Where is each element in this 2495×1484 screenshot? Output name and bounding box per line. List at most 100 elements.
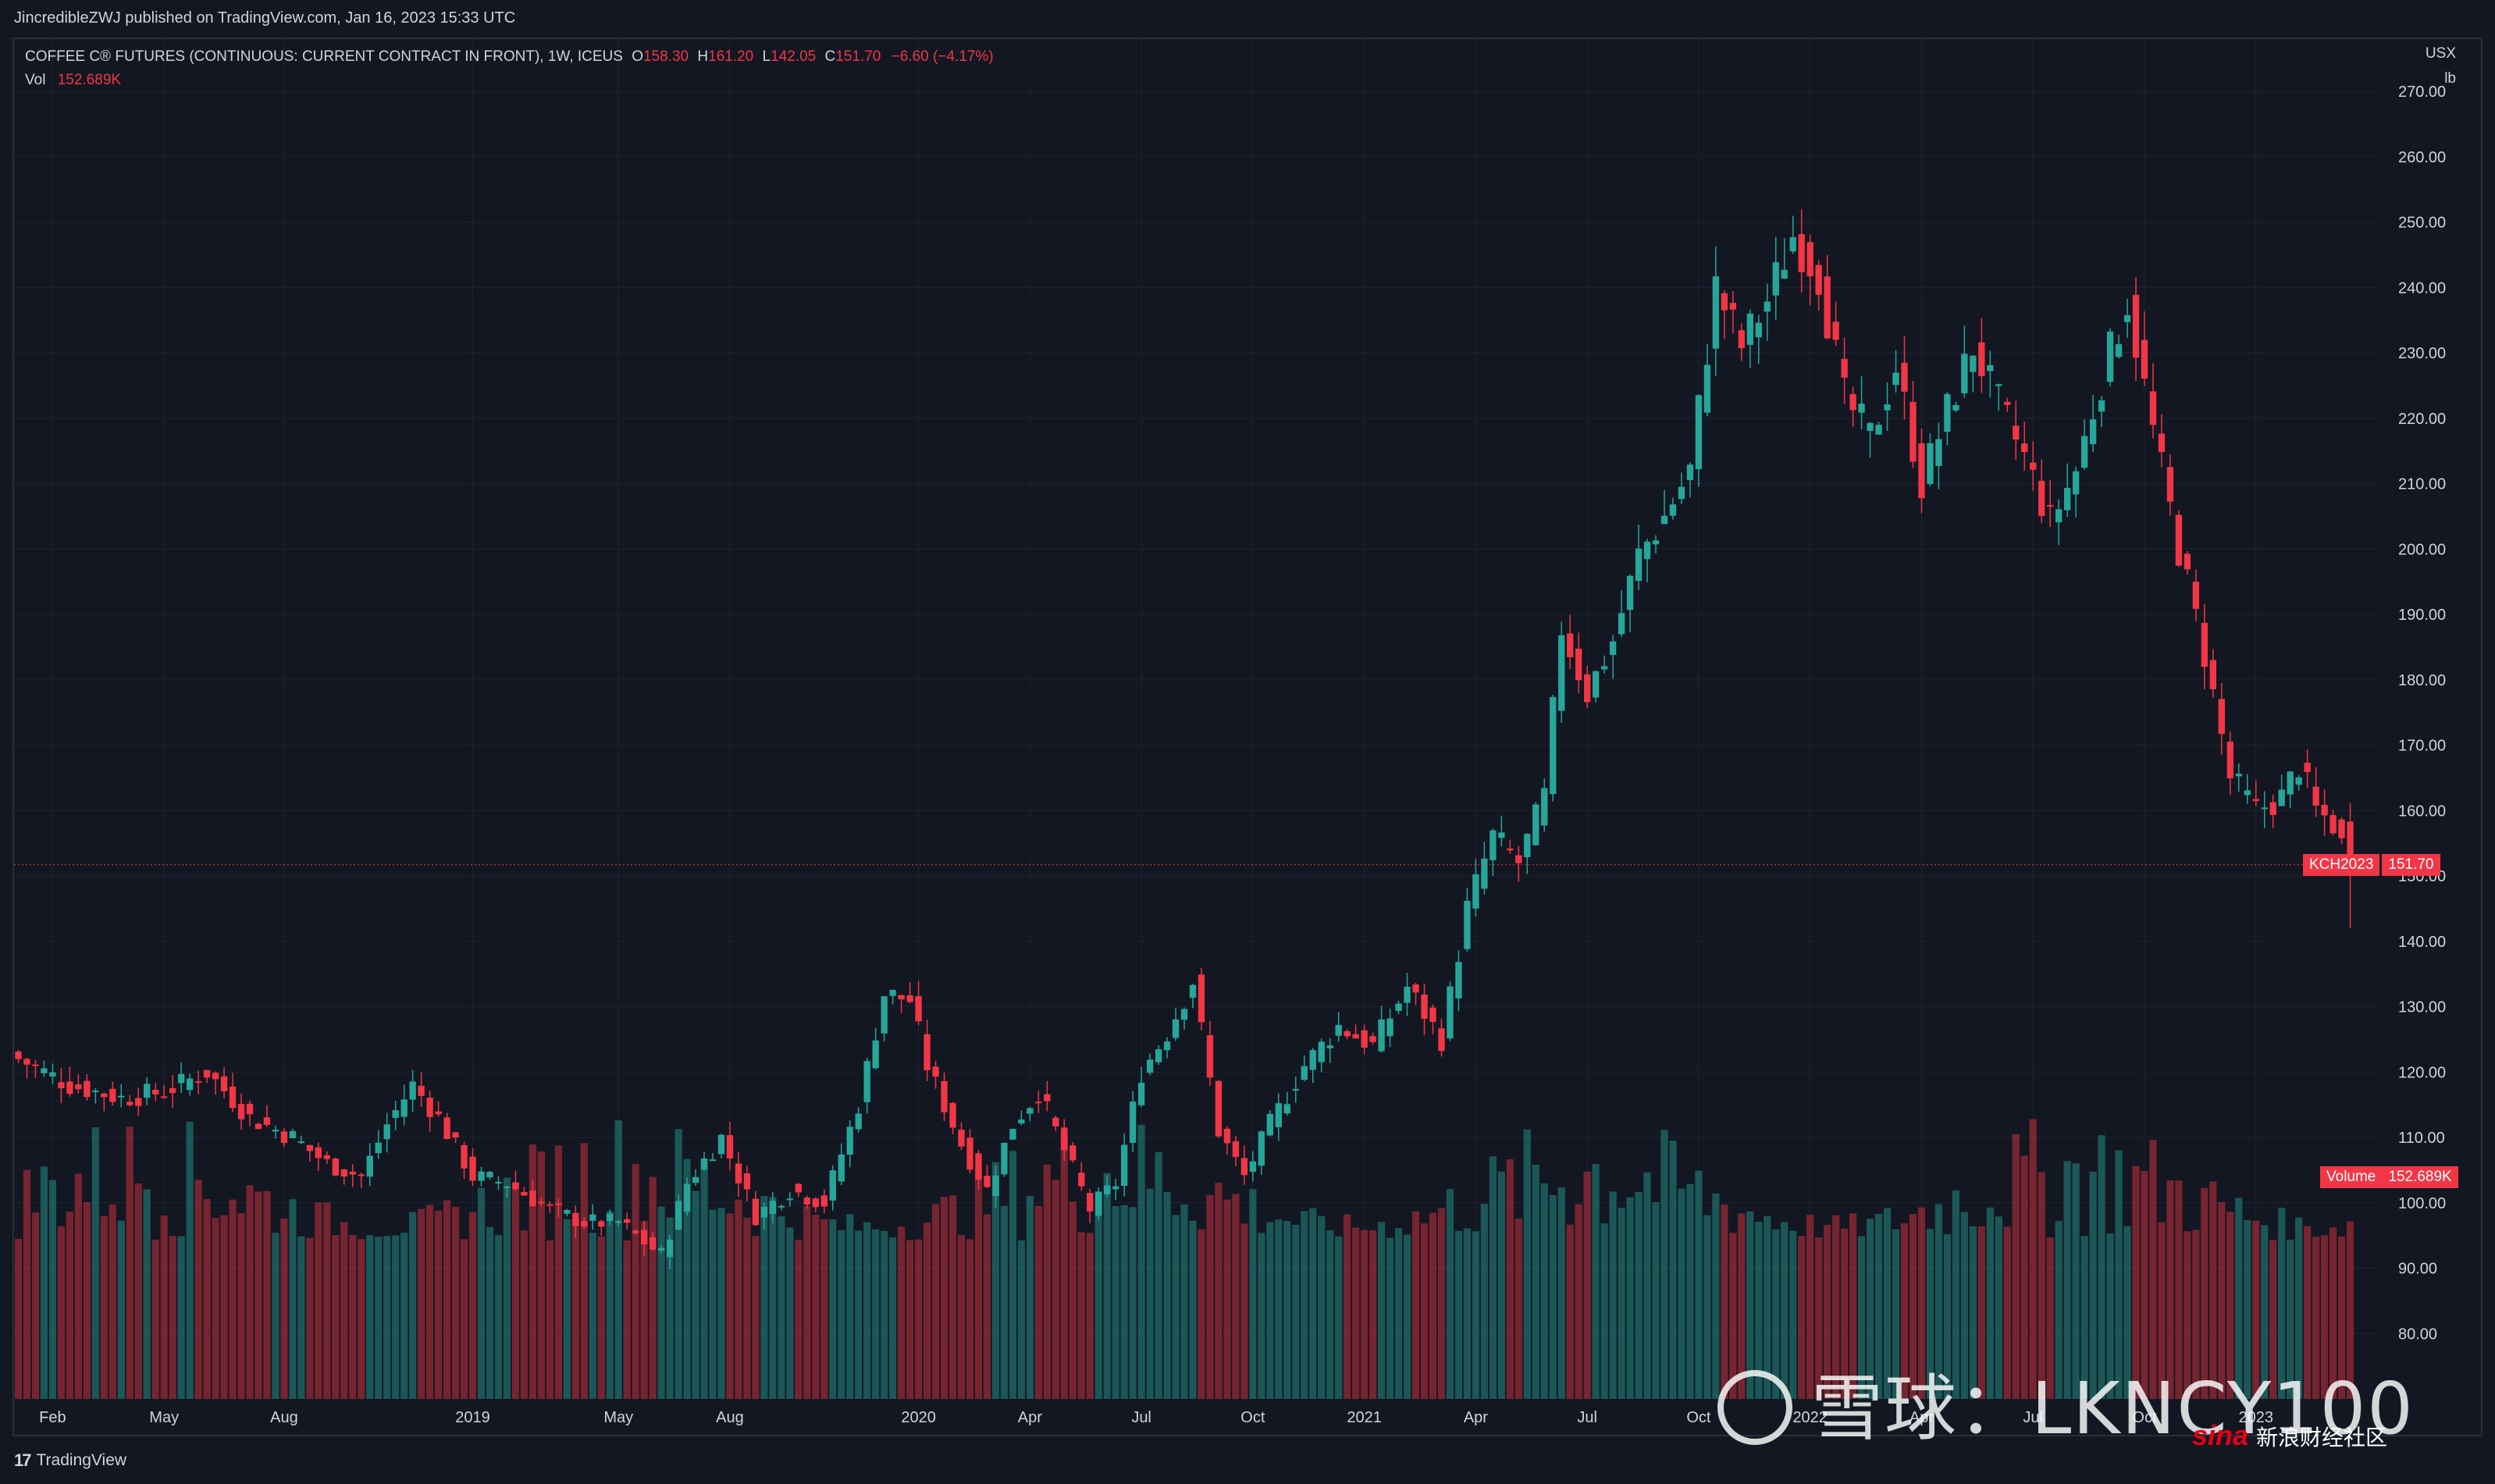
candle-body (829, 1170, 836, 1201)
volume-bar (2020, 1155, 2028, 1399)
volume-bar (1660, 1130, 1668, 1399)
candlestick-chart[interactable]: 80.00 90.00 100.00 110.00 120.00 130.00 140.00… (0, 0, 2495, 1436)
volume-bar (1789, 1230, 1797, 1399)
candle-body (640, 1230, 648, 1244)
volume-bar (1000, 1205, 1009, 1399)
vol-value: 152.689K (57, 72, 122, 88)
candle-body (2021, 443, 2028, 453)
candle-body (726, 1135, 734, 1158)
volume-bar (57, 1226, 66, 1399)
volume-bar (349, 1235, 357, 1399)
volume-bar (306, 1237, 314, 1399)
candle-body (521, 1191, 528, 1196)
candle-body (1163, 1041, 1171, 1051)
candle-body (1386, 1018, 1393, 1037)
volume-bar (229, 1199, 237, 1399)
volume-tag: Volume 152.689K (2320, 1166, 2458, 1188)
candle-body (1455, 962, 1462, 998)
candle-body (1738, 330, 1746, 349)
candle-body (692, 1176, 699, 1183)
candle-body (1609, 641, 1617, 656)
candle-body (1120, 1144, 1128, 1187)
volume-tag-value: 152.689K (2382, 1166, 2458, 1188)
price-tick-label: 210.00 (2398, 476, 2446, 493)
candle-body (2098, 400, 2105, 412)
volume-bar (872, 1229, 880, 1399)
candle-body (1078, 1173, 1085, 1187)
volume-bar (2012, 1133, 2020, 1399)
time-tick-label: 2019 (455, 1409, 490, 1426)
candle-body (683, 1183, 691, 1212)
candle-body (409, 1081, 416, 1100)
candle-body (92, 1090, 99, 1092)
candle-body (1832, 322, 1839, 340)
volume-bar (2320, 1235, 2329, 1399)
candle-body (932, 1066, 939, 1077)
candle-body (2295, 777, 2302, 785)
volume-bar (1892, 1229, 1900, 1399)
volume-bar (451, 1206, 460, 1399)
volume-bar (1755, 1221, 1763, 1399)
last-price-tag: KCH2023 151.70 (2303, 853, 2440, 876)
volume-bar (212, 1218, 219, 1399)
volume-bar (1824, 1225, 1831, 1399)
candle-body (1712, 276, 1720, 349)
volume-bar (1146, 1188, 1154, 1399)
candle-body (84, 1080, 91, 1098)
time-tick-label: Jul (1577, 1409, 1597, 1426)
candle-body (212, 1073, 219, 1080)
volume-bar (1995, 1216, 2002, 1399)
volume-bar (1129, 1207, 1137, 1399)
volume-bar (1386, 1237, 1394, 1399)
candle-body (1421, 994, 1428, 1020)
volume-bar (863, 1222, 871, 1399)
candle-body (1266, 1113, 1274, 1136)
candle-body (1849, 393, 1856, 411)
candle-body (1472, 874, 1479, 909)
volume-bar (2226, 1212, 2234, 1399)
volume-bar (786, 1227, 794, 1399)
candle-body (400, 1099, 408, 1117)
volume-bar (2072, 1163, 2080, 1399)
candle-body (1129, 1101, 1137, 1144)
candle-body (1429, 1007, 1436, 1022)
volume-bar (460, 1239, 468, 1399)
candle-body (1686, 464, 1694, 480)
time-tick-label: 2023 (2238, 1409, 2273, 1426)
candle-body (66, 1081, 73, 1094)
watermark-text: 雪球：LKNCY100 (1811, 1367, 2415, 1450)
volume-bar (2235, 1198, 2243, 1399)
volume-bar (1798, 1236, 1806, 1399)
low-label: L (762, 48, 771, 65)
volume-bar (2287, 1240, 2294, 1399)
volume-bar (1746, 1211, 1754, 1399)
volume-bar (263, 1190, 271, 1399)
volume-bar (1172, 1215, 1180, 1399)
volume-bar (1420, 1223, 1429, 1399)
price-tick-label: 100.00 (2398, 1195, 2446, 1212)
volume-bar (1497, 1171, 1505, 1399)
volume-bar (409, 1212, 417, 1399)
price-tick-label: 120.00 (2398, 1064, 2446, 1081)
candle-body (2123, 315, 2131, 322)
volume-bar (246, 1185, 254, 1399)
time-tick-label: Jul (1131, 1409, 1151, 1426)
candle-body (358, 1174, 365, 1176)
high-label: H (697, 48, 709, 65)
volume-bar (1120, 1205, 1128, 1399)
volume-bar (1249, 1189, 1257, 1399)
volume-bar (2278, 1207, 2286, 1399)
candle-body (1841, 358, 1848, 378)
volume-bar (1403, 1234, 1411, 1399)
volume-bar (323, 1202, 331, 1399)
volume-bar (769, 1197, 777, 1399)
candle-body (1695, 395, 1703, 470)
volume-bar (1344, 1214, 1351, 1399)
volume-bar (906, 1240, 914, 1399)
volume-bar (1318, 1215, 1326, 1399)
tradingview-logo[interactable]: 17 TradingView (14, 1450, 126, 1471)
candle-body (2013, 425, 2020, 440)
candle-body (1155, 1049, 1162, 1062)
candle-body (924, 1034, 931, 1070)
candle-body (194, 1081, 202, 1084)
